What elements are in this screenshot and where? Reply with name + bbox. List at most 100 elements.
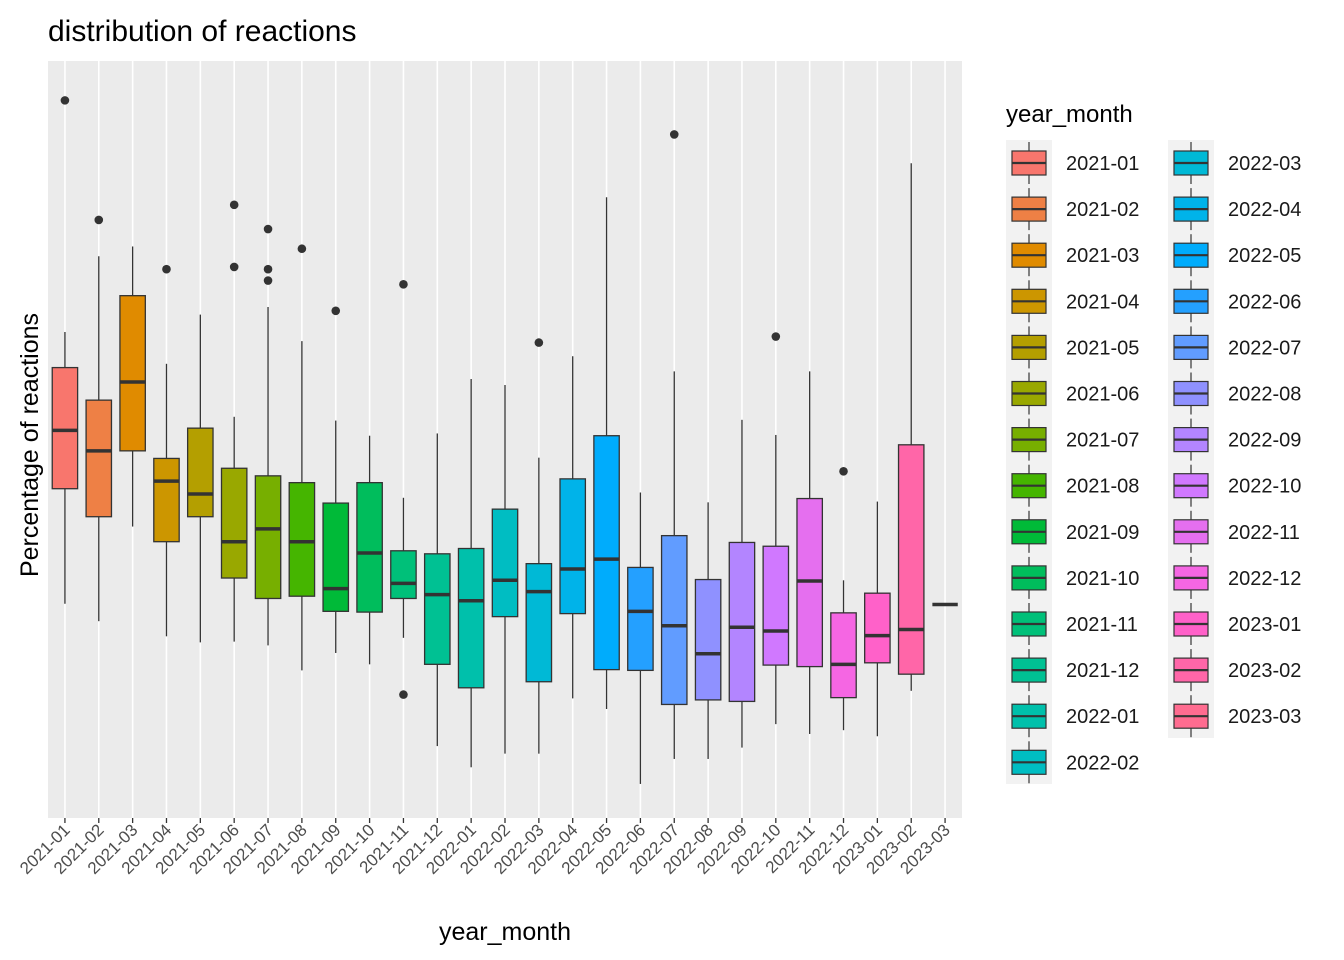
legend-item-2022-03: 2022-03 (1173, 142, 1301, 184)
legend-label: 2021-02 (1066, 199, 1139, 221)
box-body (423, 553, 451, 665)
outlier-point (263, 264, 273, 274)
legend-item-2022-07: 2022-07 (1173, 326, 1301, 369)
legend-item-2022-11: 2022-11 (1173, 510, 1300, 553)
legend-item-2023-01: 2023-01 (1173, 603, 1301, 645)
box-2022-02 (491, 384, 519, 754)
legend-label: 2021-11 (1066, 614, 1138, 636)
legend-label: 2021-09 (1066, 522, 1139, 544)
box-2021-01 (51, 96, 79, 604)
legend-item-2021-08: 2021-08 (1011, 464, 1139, 507)
legend-label: 2021-03 (1066, 245, 1139, 267)
outlier-point (263, 224, 273, 234)
outlier-point (534, 338, 544, 347)
legend-label: 2022-01 (1066, 706, 1139, 728)
y-axis-title: Percentage of reactions (16, 313, 44, 577)
box-2021-07 (254, 224, 282, 646)
box-body (627, 566, 654, 672)
legend-label: 2021-05 (1066, 337, 1139, 359)
legend-label: 2023-03 (1228, 706, 1301, 728)
box-body (728, 541, 756, 703)
outlier-point (94, 215, 104, 225)
legend-item-2022-06: 2022-06 (1173, 280, 1301, 323)
box-2022-07 (660, 130, 688, 759)
box-body (288, 481, 316, 597)
box-2021-10 (356, 435, 383, 665)
outlier-point (399, 280, 408, 289)
boxes (51, 96, 958, 784)
box-2022-08 (694, 502, 722, 759)
outlier-point (669, 130, 679, 139)
legend-label: 2023-01 (1228, 614, 1301, 636)
box-body (457, 547, 485, 689)
box-body (119, 295, 146, 452)
legend-item-2022-04: 2022-04 (1173, 188, 1301, 231)
box-body (762, 545, 790, 666)
legend: 2021-01 2021-02 2021-03 2021-04 2021-05 2021-… (1006, 140, 1301, 784)
legend-item-2021-10: 2021-10 (1011, 556, 1139, 599)
box-body (559, 478, 587, 615)
box-2021-04 (153, 264, 180, 637)
legend-label: 2022-11 (1228, 522, 1300, 544)
legend-item-2022-08: 2022-08 (1173, 372, 1301, 415)
legend-label: 2021-08 (1066, 476, 1139, 498)
legend-item-2021-04: 2021-04 (1011, 280, 1139, 323)
legend-item-2022-09: 2022-09 (1173, 418, 1301, 461)
legend-label: 2022-03 (1228, 153, 1301, 175)
box-2022-11 (796, 371, 824, 734)
box-body (660, 534, 688, 706)
box-2021-08 (288, 244, 316, 671)
legend-item-2021-03: 2021-03 (1011, 234, 1139, 277)
outlier-point (162, 264, 171, 274)
outlier-point (263, 276, 273, 285)
legend-label: 2021-10 (1066, 568, 1139, 590)
outlier-point (399, 690, 408, 699)
legend-label: 2022-05 (1228, 245, 1301, 267)
box-2021-02 (85, 215, 113, 622)
legend-label: 2022-08 (1228, 384, 1301, 406)
box-2022-04 (559, 356, 587, 699)
box-body (525, 562, 553, 683)
box-body (220, 467, 248, 579)
outlier-point (60, 96, 70, 105)
legend-item-2021-01: 2021-01 (1011, 142, 1139, 184)
legend-label: 2021-07 (1066, 430, 1139, 452)
legend-item-2021-02: 2021-02 (1011, 188, 1139, 231)
legend-item-2021-09: 2021-09 (1011, 510, 1139, 553)
legend-label: 2022-06 (1228, 291, 1301, 313)
box-2022-06 (627, 492, 654, 784)
box-2021-06 (220, 200, 248, 642)
legend-label: 2021-01 (1066, 153, 1139, 175)
legend-item-2022-02: 2022-02 (1011, 741, 1139, 784)
box-body (51, 366, 79, 490)
outlier-point (297, 244, 307, 254)
chart-title: distribution of reactions (48, 15, 357, 48)
box-body (153, 457, 180, 543)
box-body (322, 502, 350, 612)
x-axis-title: year_month (439, 918, 571, 946)
box-2022-01 (457, 378, 485, 768)
legend-label: 2022-12 (1228, 568, 1301, 590)
legend-item-2021-05: 2021-05 (1011, 326, 1139, 369)
outlier-point (331, 306, 341, 316)
legend-item-2022-01: 2022-01 (1011, 695, 1139, 738)
box-2022-09 (728, 419, 756, 748)
legend-label: 2022-04 (1228, 199, 1301, 221)
box-body (864, 592, 891, 664)
legend-label: 2022-07 (1228, 337, 1301, 359)
outlier-point (229, 200, 239, 210)
box-2022-12 (830, 466, 857, 731)
box-2022-03 (525, 338, 553, 754)
legend-label: 2021-12 (1066, 660, 1139, 682)
box-2022-05 (593, 197, 620, 709)
legend-label: 2022-09 (1228, 430, 1301, 452)
box-body (390, 550, 417, 600)
box-body (897, 444, 925, 675)
box-body (694, 578, 722, 701)
legend-label: 2023-02 (1228, 660, 1301, 682)
outlier-point (229, 262, 239, 272)
box-2023-01 (864, 501, 891, 737)
legend-item-2021-06: 2021-06 (1011, 372, 1139, 415)
box-2023-02 (897, 163, 925, 691)
